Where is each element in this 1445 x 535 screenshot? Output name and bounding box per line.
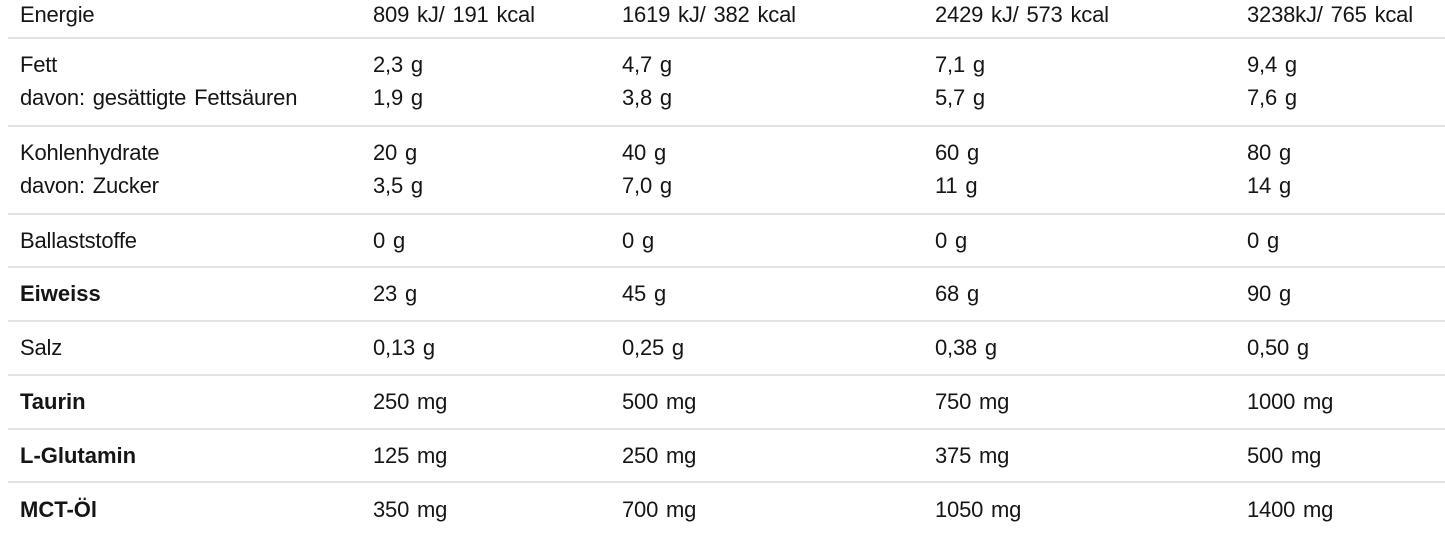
cell-value: 0 g	[373, 227, 405, 253]
row-group-taurin: Taurin 250 mg 500 mg 750 mg 1000 mg	[8, 376, 1445, 430]
cell-value: 1000 mg	[1247, 389, 1334, 414]
cell-value: 250 mg	[622, 442, 697, 468]
cell-value: 7,0 g	[622, 172, 672, 198]
cell-value: 2429 kJ/ 573 kcal	[935, 2, 1109, 27]
cell-value: 45 g	[622, 281, 667, 306]
table-row: davon: Zucker 3,5 g 7,0 g 11 g 14 g	[8, 169, 1445, 202]
cell-value: 0,25 g	[622, 335, 684, 360]
cell-value: 1050 mg	[935, 496, 1022, 522]
row-group-fett: Fett 2,3 g 4,7 g 7,1 g 9,4 g davon: gesä…	[8, 39, 1445, 127]
row-label: L-Glutamin	[20, 442, 137, 468]
row-group-energie: Energie 809 kJ/ 191 kcal 1619 kJ/ 382 kc…	[8, 0, 1445, 39]
cell-value: 4,7 g	[622, 51, 672, 77]
row-group-kohlenhydrate: Kohlenhydrate 20 g 40 g 60 g 80 g davon:…	[8, 127, 1445, 215]
table-row: L-Glutamin 125 mg 250 mg 375 mg 500 mg	[8, 430, 1445, 481]
cell-value: 1619 kJ/ 382 kcal	[622, 2, 796, 27]
table-row: Fett 2,3 g 4,7 g 7,1 g 9,4 g	[8, 48, 1445, 81]
row-label: Eiweiss	[20, 281, 101, 306]
cell-value: 68 g	[935, 281, 980, 306]
row-label: Fett	[20, 51, 58, 77]
row-label: Kohlenhydrate	[20, 139, 160, 165]
table-row: davon: gesättigte Fettsäuren 1,9 g 3,8 g…	[8, 81, 1445, 114]
cell-value: 500 mg	[1247, 442, 1322, 468]
cell-value: 350 mg	[373, 496, 448, 522]
cell-value: 5,7 g	[935, 84, 985, 110]
cell-value: 3,5 g	[373, 172, 423, 198]
row-label: Energie	[20, 2, 95, 27]
cell-value: 500 mg	[622, 389, 697, 414]
cell-value: 0,38 g	[935, 335, 997, 360]
row-label: davon: Zucker	[20, 172, 159, 198]
cell-value: 700 mg	[622, 496, 697, 522]
cell-value: 23 g	[373, 281, 418, 306]
table-row: Ballaststoffe 0 g 0 g 0 g 0 g	[8, 215, 1445, 266]
cell-value: 809 kJ/ 191 kcal	[373, 2, 535, 27]
row-label: Salz	[20, 335, 62, 360]
row-group-l-glutamin: L-Glutamin 125 mg 250 mg 375 mg 500 mg	[8, 430, 1445, 483]
row-label: Ballaststoffe	[20, 227, 137, 253]
cell-value: 60 g	[935, 139, 980, 165]
cell-value: 125 mg	[373, 442, 448, 468]
cell-value: 750 mg	[935, 389, 1010, 414]
cell-value: 9,4 g	[1247, 51, 1297, 77]
cell-value: 14 g	[1247, 172, 1292, 198]
cell-value: 250 mg	[373, 389, 448, 414]
cell-value: 7,6 g	[1247, 84, 1297, 110]
table-row: Kohlenhydrate 20 g 40 g 60 g 80 g	[8, 136, 1445, 169]
table-row: Energie 809 kJ/ 191 kcal 1619 kJ/ 382 kc…	[8, 0, 1445, 37]
cell-value: 80 g	[1247, 139, 1292, 165]
table-row: Eiweiss 23 g 45 g 68 g 90 g	[8, 268, 1445, 320]
cell-value: 3238kJ/ 765 kcal	[1247, 2, 1413, 27]
table-row: MCT-Öl 350 mg 700 mg 1050 mg 1400 mg	[8, 483, 1445, 535]
table-row: Taurin 250 mg 500 mg 750 mg 1000 mg	[8, 376, 1445, 428]
table-row: Salz 0,13 g 0,25 g 0,38 g 0,50 g	[8, 322, 1445, 374]
row-label: davon: gesättigte Fettsäuren	[20, 84, 298, 110]
cell-value: 1,9 g	[373, 84, 423, 110]
row-group-salz: Salz 0,13 g 0,25 g 0,38 g 0,50 g	[8, 322, 1445, 376]
cell-value: 0,13 g	[373, 335, 435, 360]
cell-value: 0 g	[935, 227, 967, 253]
cell-value: 1400 mg	[1247, 496, 1334, 522]
cell-value: 0 g	[622, 227, 654, 253]
row-label: Taurin	[20, 389, 86, 414]
cell-value: 0,50 g	[1247, 335, 1309, 360]
cell-value: 2,3 g	[373, 51, 423, 77]
cell-value: 90 g	[1247, 281, 1292, 306]
cell-value: 375 mg	[935, 442, 1010, 468]
row-group-mct-oel: MCT-Öl 350 mg 700 mg 1050 mg 1400 mg	[8, 483, 1445, 535]
cell-value: 11 g	[935, 172, 978, 198]
cell-value: 40 g	[622, 139, 667, 165]
row-group-eiweiss: Eiweiss 23 g 45 g 68 g 90 g	[8, 268, 1445, 322]
cell-value: 3,8 g	[622, 84, 672, 110]
cell-value: 7,1 g	[935, 51, 985, 77]
row-label: MCT-Öl	[20, 496, 97, 522]
cell-value: 0 g	[1247, 227, 1279, 253]
cell-value: 20 g	[373, 139, 418, 165]
row-group-ballaststoffe: Ballaststoffe 0 g 0 g 0 g 0 g	[8, 215, 1445, 268]
